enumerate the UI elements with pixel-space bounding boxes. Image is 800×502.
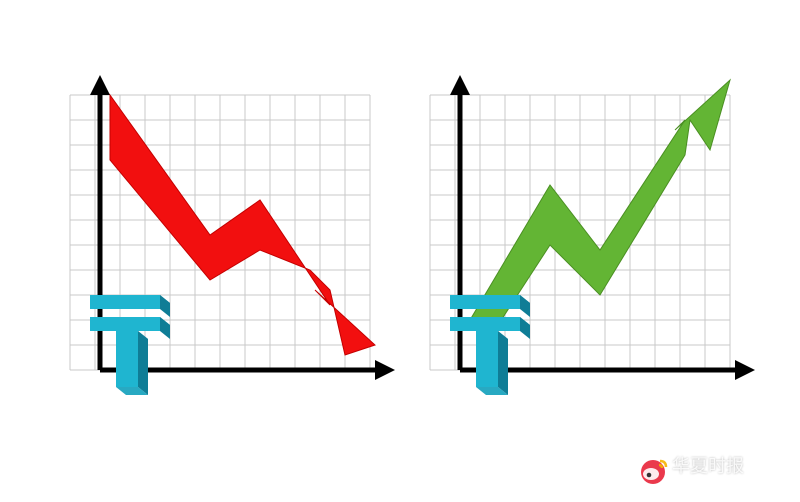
weibo-logo-icon xyxy=(640,455,670,485)
down-trend-arrow-icon xyxy=(110,95,375,355)
watermark-text: 华夏时报 xyxy=(672,452,744,478)
infographic-container: 华夏时报 xyxy=(0,0,800,502)
up-trend-chart xyxy=(420,75,760,395)
down-trend-chart xyxy=(60,75,400,395)
